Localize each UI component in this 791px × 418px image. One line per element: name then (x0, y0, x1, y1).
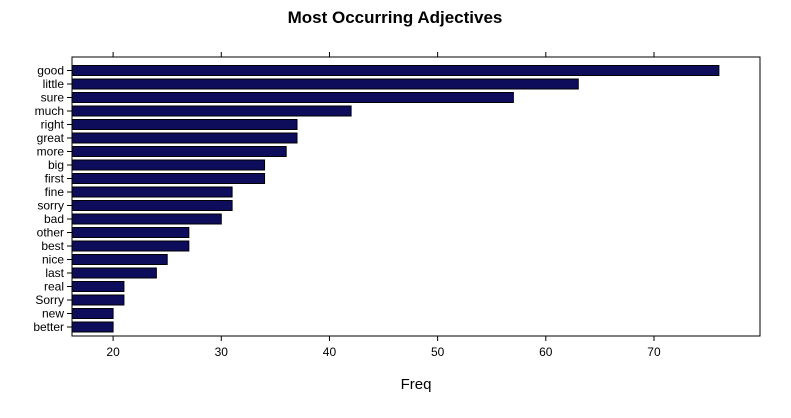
bar-great (71, 132, 298, 144)
bar-better (71, 321, 114, 333)
bar-sure (71, 92, 514, 103)
bar-sorry (71, 294, 125, 306)
category-label: sorry (37, 199, 64, 213)
bar-much (71, 105, 352, 117)
x-tick-label: 20 (106, 345, 120, 359)
category-label: other (37, 226, 64, 240)
bar-nice (71, 254, 168, 265)
x-axis-label: Freq (401, 376, 432, 393)
category-label: sure (41, 91, 65, 105)
bar-good (71, 65, 720, 76)
category-label: good (37, 64, 64, 78)
bar-little (71, 78, 579, 90)
category-label: last (45, 266, 64, 280)
x-tick-label: 70 (647, 345, 661, 359)
category-label: new (42, 307, 64, 321)
chart-title: Most Occurring Adjectives (288, 8, 503, 27)
category-label: better (33, 320, 64, 334)
category-label: great (37, 131, 65, 145)
bar-more (71, 146, 287, 157)
bars-layer (71, 65, 720, 333)
bar-best (71, 240, 190, 252)
x-tick-label: 50 (431, 345, 445, 359)
bar-right (71, 119, 298, 130)
bar-other (71, 227, 190, 238)
bar-first (71, 173, 266, 184)
x-axis: 20 30 40 50 60 70 (106, 52, 661, 359)
category-label: more (37, 145, 65, 159)
bar-big (71, 159, 266, 171)
category-labels: goodlittlesuremuchrightgreatmorebigfirst… (33, 64, 72, 334)
category-label: right (41, 118, 65, 132)
category-label: bad (44, 212, 64, 226)
category-label: real (44, 280, 64, 294)
category-label: fine (45, 185, 65, 199)
category-label: first (45, 172, 65, 186)
x-tick-label: 30 (215, 345, 229, 359)
category-label: Sorry (35, 293, 64, 307)
bar-sorry (71, 200, 233, 211)
x-tick-label: 40 (323, 345, 337, 359)
bar-last (71, 267, 157, 279)
category-label: little (43, 77, 65, 91)
category-label: nice (42, 253, 64, 267)
bar-fine (71, 186, 233, 198)
x-tick-label: 60 (539, 345, 553, 359)
category-label: big (48, 158, 64, 172)
bar-bad (71, 213, 222, 225)
bar-new (71, 308, 114, 319)
bar-real (71, 281, 125, 292)
category-label: best (41, 239, 64, 253)
category-label: much (35, 104, 64, 118)
